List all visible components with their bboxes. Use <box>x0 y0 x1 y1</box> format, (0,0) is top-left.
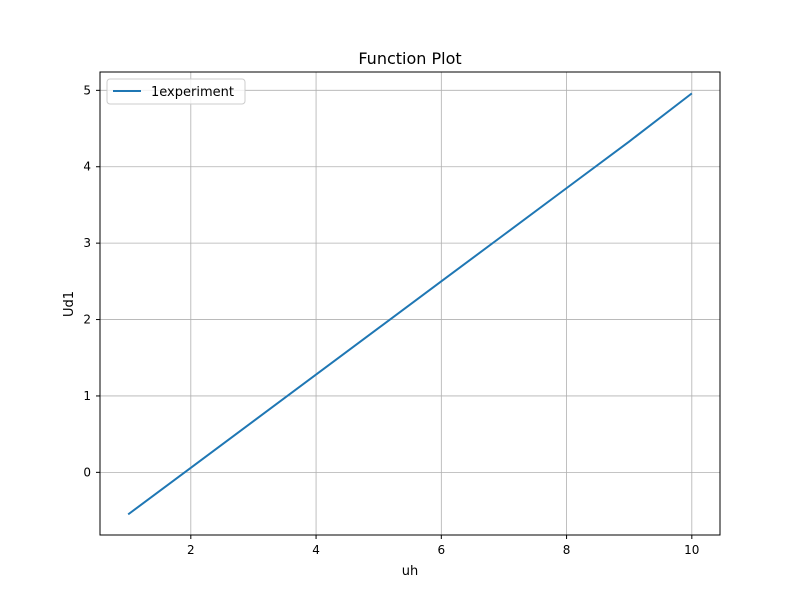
grid-layer <box>100 72 720 535</box>
series-line <box>127 92 693 516</box>
plot-frame <box>99 71 721 536</box>
legend: 1experiment <box>106 78 246 105</box>
tick-layer: 2 4 6 8 10 0 1 2 3 4 5 <box>83 83 699 557</box>
y-tick-label: 3 <box>83 236 91 250</box>
y-tick-label: 2 <box>83 313 91 327</box>
x-axis-label: uh <box>402 564 418 579</box>
series-layer <box>127 92 693 516</box>
chart-title: Function Plot <box>358 49 461 68</box>
y-tick-label: 0 <box>83 465 91 479</box>
legend-box <box>106 78 246 105</box>
x-tick-label: 8 <box>563 543 571 557</box>
legend-label: 1experiment <box>151 85 234 100</box>
x-tick-label: 2 <box>187 543 195 557</box>
y-tick-label: 4 <box>83 160 91 174</box>
x-tick-label: 4 <box>312 543 320 557</box>
x-tick-label: 6 <box>437 543 445 557</box>
y-tick-label: 1 <box>83 389 91 403</box>
x-tick-label: 10 <box>684 543 699 557</box>
y-tick-label: 5 <box>83 83 91 97</box>
y-axis-label: Ud1 <box>62 291 77 317</box>
